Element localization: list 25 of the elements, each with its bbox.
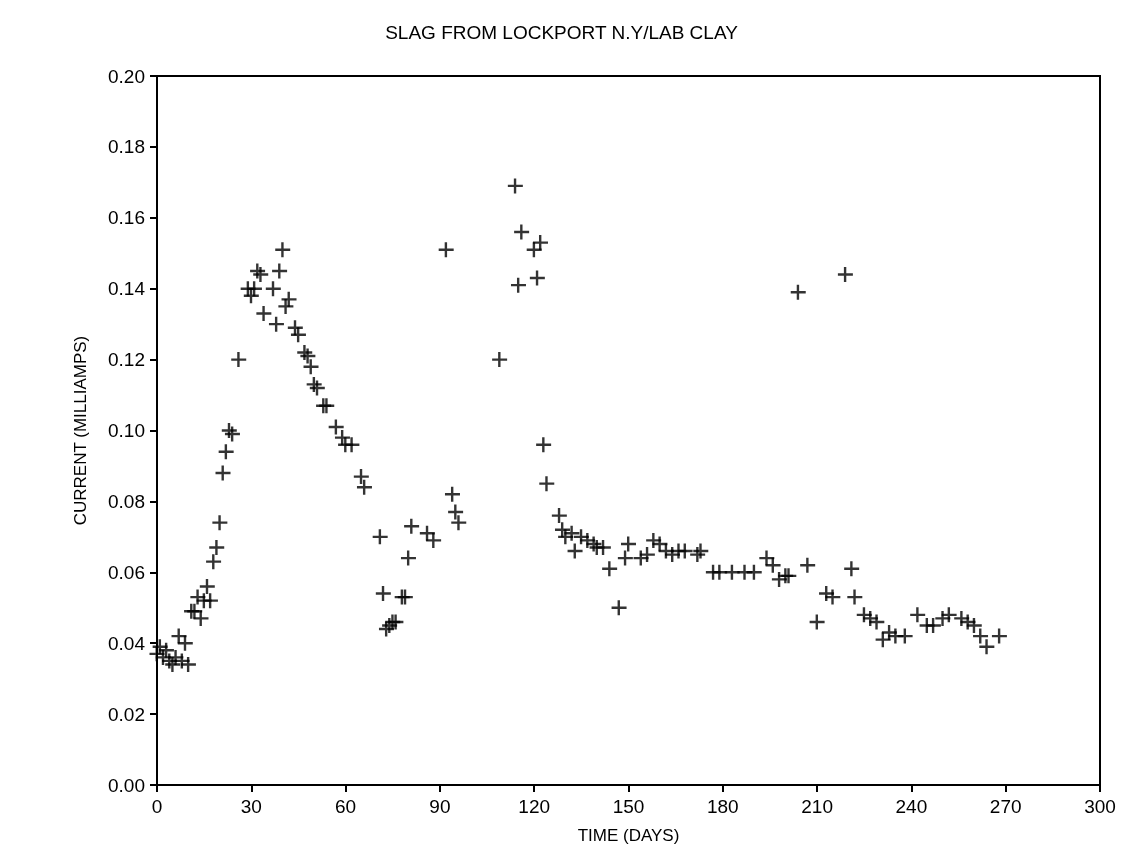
- x-tick-label: 60: [335, 796, 357, 817]
- y-tick-label: 0.16: [108, 207, 145, 229]
- x-tick-label: 30: [240, 796, 262, 817]
- y-tick-label: 0.20: [108, 65, 145, 87]
- x-tick-label: 150: [612, 796, 645, 817]
- y-tick-label: 0.02: [108, 703, 145, 725]
- y-axis-title: CURRENT (MILLIAMPS): [71, 335, 90, 526]
- x-tick-label: 270: [989, 796, 1022, 817]
- y-tick-label: 0.06: [108, 561, 145, 583]
- y-tick-label: 0.00: [108, 774, 145, 796]
- x-axis-title: TIME (DAYS): [577, 826, 680, 845]
- x-tick-label: 240: [895, 796, 928, 817]
- y-tick-label: 0.08: [108, 490, 145, 512]
- y-tick-label: 0.14: [108, 278, 146, 300]
- x-tick-label: 180: [706, 796, 739, 817]
- y-tick-label: 0.10: [108, 420, 145, 441]
- x-tick-label: 210: [801, 796, 833, 817]
- x-tick-label: 300: [1084, 796, 1116, 817]
- y-tick-label: 0.04: [108, 632, 146, 654]
- x-tick-label: 0: [151, 796, 163, 817]
- x-tick-label: 90: [429, 796, 451, 817]
- y-tick-label: 0.18: [108, 136, 145, 158]
- x-tick-label: 120: [518, 796, 551, 817]
- chart-title: SLAG FROM LOCKPORT N.Y/LAB CLAY: [385, 22, 739, 43]
- y-tick-label: 0.12: [108, 349, 145, 371]
